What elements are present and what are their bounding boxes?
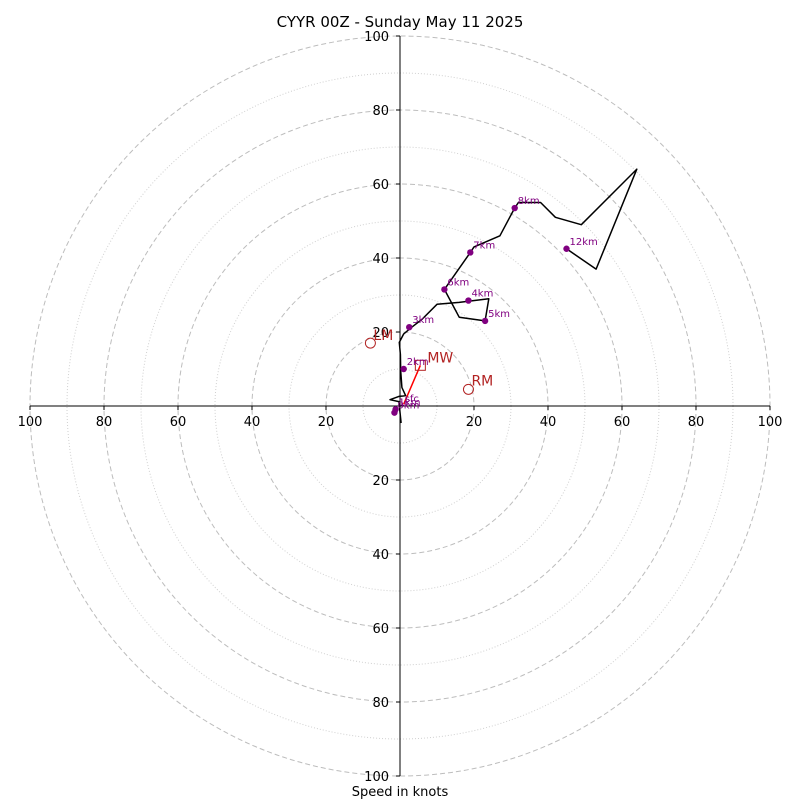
y-tick-label: 20	[372, 474, 389, 489]
right-mover-marker	[462, 383, 474, 395]
height-label-4km: 4km	[471, 289, 493, 300]
height-label-8km: 8km	[518, 196, 540, 207]
height-marker-5km	[481, 317, 489, 325]
height-label-7km: 7km	[473, 240, 495, 251]
surface-label: sfc	[405, 394, 419, 405]
height-marker-4km	[465, 297, 472, 304]
left-mover-marker	[364, 337, 376, 349]
height-marker-1km	[392, 406, 399, 413]
height-label-3km: 3km	[412, 315, 434, 326]
right-mover-label: RM	[471, 373, 493, 389]
left-mover-label: LM	[373, 328, 393, 344]
height-marker-6km	[441, 286, 448, 293]
height-marker-12km	[563, 245, 570, 252]
x-tick-label: 60	[170, 415, 187, 430]
hodograph-trace	[389, 168, 638, 424]
y-tick-label: 80	[372, 104, 389, 119]
x-tick-label: 60	[614, 415, 631, 430]
chart-title: CYYR 00Z - Sunday May 11 2025	[277, 13, 524, 31]
y-tick-label: 20	[372, 326, 389, 341]
y-tick-label: 60	[372, 622, 389, 637]
y-tick-label: 40	[372, 548, 389, 563]
x-tick-label: 40	[244, 415, 261, 430]
x-tick-label: 80	[688, 415, 705, 430]
height-label-6km: 6km	[447, 277, 469, 288]
hodograph-line	[389, 168, 638, 424]
x-axis-label: Speed in knots	[352, 785, 449, 800]
y-tick-label: 80	[372, 696, 389, 711]
x-tick-label: 100	[18, 415, 43, 430]
mean-wind-marker	[414, 359, 426, 371]
height-label-12km: 12km	[570, 237, 598, 248]
y-tick-label: 40	[372, 252, 389, 267]
y-tick-label: 60	[372, 178, 389, 193]
x-tick-label: 40	[540, 415, 557, 430]
height-marker-7km	[467, 249, 474, 256]
tick-labels: 100 80 60 40 20 20 40 60 80 100 100 80 60 40 20 20 40 60 8…	[18, 30, 783, 785]
mean-wind-vector	[403, 365, 422, 405]
storm-motion-vectors: sfc MW LM RM	[364, 328, 493, 405]
height-marker-2km	[400, 365, 407, 373]
x-tick-label: 100	[758, 415, 783, 430]
height-label-1km: 1km	[399, 397, 421, 408]
x-tick-label: 20	[318, 415, 335, 430]
y-tick-label: 100	[364, 30, 389, 45]
y-tick-label: 100	[364, 770, 389, 785]
height-label-2km: 2km	[407, 357, 429, 368]
x-tick-label: 20	[466, 415, 483, 430]
mean-wind-label: MW	[427, 350, 453, 366]
x-tick-label: 80	[96, 415, 113, 430]
height-label-5km: 5km	[488, 309, 510, 320]
height-label-0km: 0km	[397, 401, 419, 412]
height-marker-3km	[406, 323, 413, 331]
height-marker-8km	[511, 204, 518, 212]
